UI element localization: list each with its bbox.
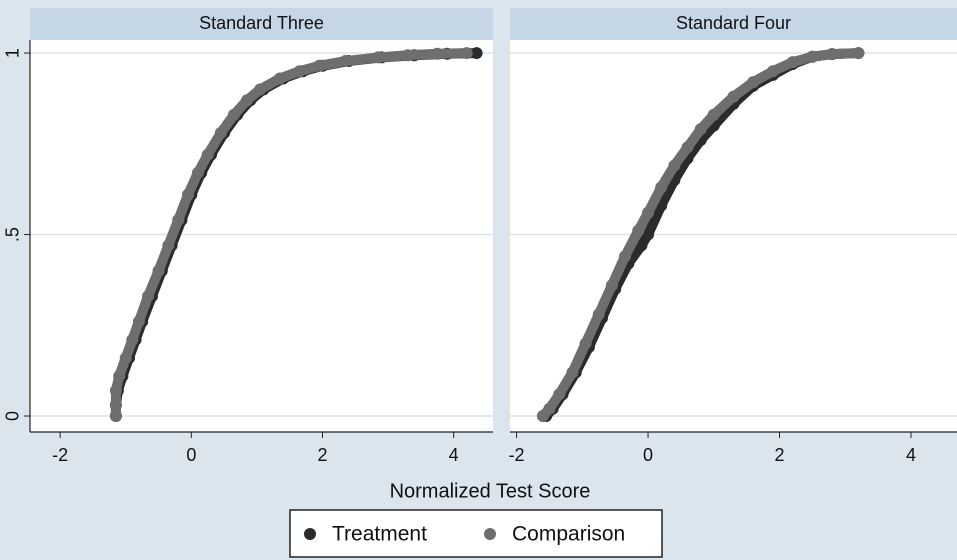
point (227, 108, 240, 121)
point (707, 108, 720, 121)
point (852, 47, 865, 60)
point (642, 228, 655, 241)
point (109, 410, 122, 423)
point (694, 123, 707, 136)
y-tick-label: 1 (3, 48, 23, 58)
point (766, 65, 779, 78)
panel-title: Standard Three (199, 13, 324, 33)
point (254, 83, 267, 96)
point (668, 159, 681, 172)
point (113, 370, 126, 383)
point (681, 141, 694, 154)
panel-header (510, 8, 957, 40)
point (162, 239, 175, 252)
point (592, 308, 605, 321)
point (553, 388, 566, 401)
point (642, 206, 655, 219)
point (109, 399, 122, 412)
series-line (537, 48, 864, 422)
point (339, 55, 352, 68)
point (241, 94, 254, 107)
point (431, 47, 444, 60)
point (201, 148, 214, 161)
x-tick-label: 4 (906, 445, 916, 465)
x-tick-label: -2 (52, 445, 68, 465)
point (109, 384, 122, 397)
point (579, 337, 592, 350)
x-tick-label: 2 (317, 445, 327, 465)
plot-area (30, 40, 493, 432)
point (132, 315, 145, 328)
x-tick-label: 0 (643, 445, 653, 465)
point (152, 264, 165, 277)
point (273, 72, 286, 85)
y-tick-label: .5 (3, 227, 23, 242)
point (619, 250, 632, 263)
legend-box (289, 509, 663, 558)
point (214, 126, 227, 139)
point (566, 366, 579, 379)
point (632, 224, 645, 237)
point (786, 56, 799, 69)
y-tick-label: 0 (3, 411, 23, 421)
legend-label: Comparison (512, 523, 625, 546)
point (372, 51, 385, 64)
point (727, 90, 740, 103)
point (182, 188, 195, 201)
panel-title: Standard Four (676, 13, 791, 33)
x-axis-label: Normalized Test Score (390, 480, 591, 502)
point (293, 65, 306, 78)
point (460, 47, 473, 60)
point (747, 76, 760, 89)
x-tick-label: 4 (449, 445, 459, 465)
point (605, 279, 618, 292)
point (543, 402, 556, 415)
point (806, 50, 819, 63)
x-tick-label: -2 (509, 445, 525, 465)
legend-marker (304, 528, 316, 540)
point (401, 49, 414, 62)
point (826, 48, 839, 61)
point (126, 333, 139, 346)
x-tick-label: 0 (186, 445, 196, 465)
point (313, 59, 326, 72)
point (172, 214, 185, 227)
point (119, 351, 132, 364)
panel-header (30, 8, 493, 40)
x-tick-label: 2 (775, 445, 785, 465)
point (470, 47, 483, 60)
legend-marker (484, 528, 496, 540)
legend-label: Treatment (332, 523, 427, 546)
point (655, 181, 668, 194)
point (635, 239, 648, 252)
point (191, 166, 204, 179)
point (142, 290, 155, 303)
